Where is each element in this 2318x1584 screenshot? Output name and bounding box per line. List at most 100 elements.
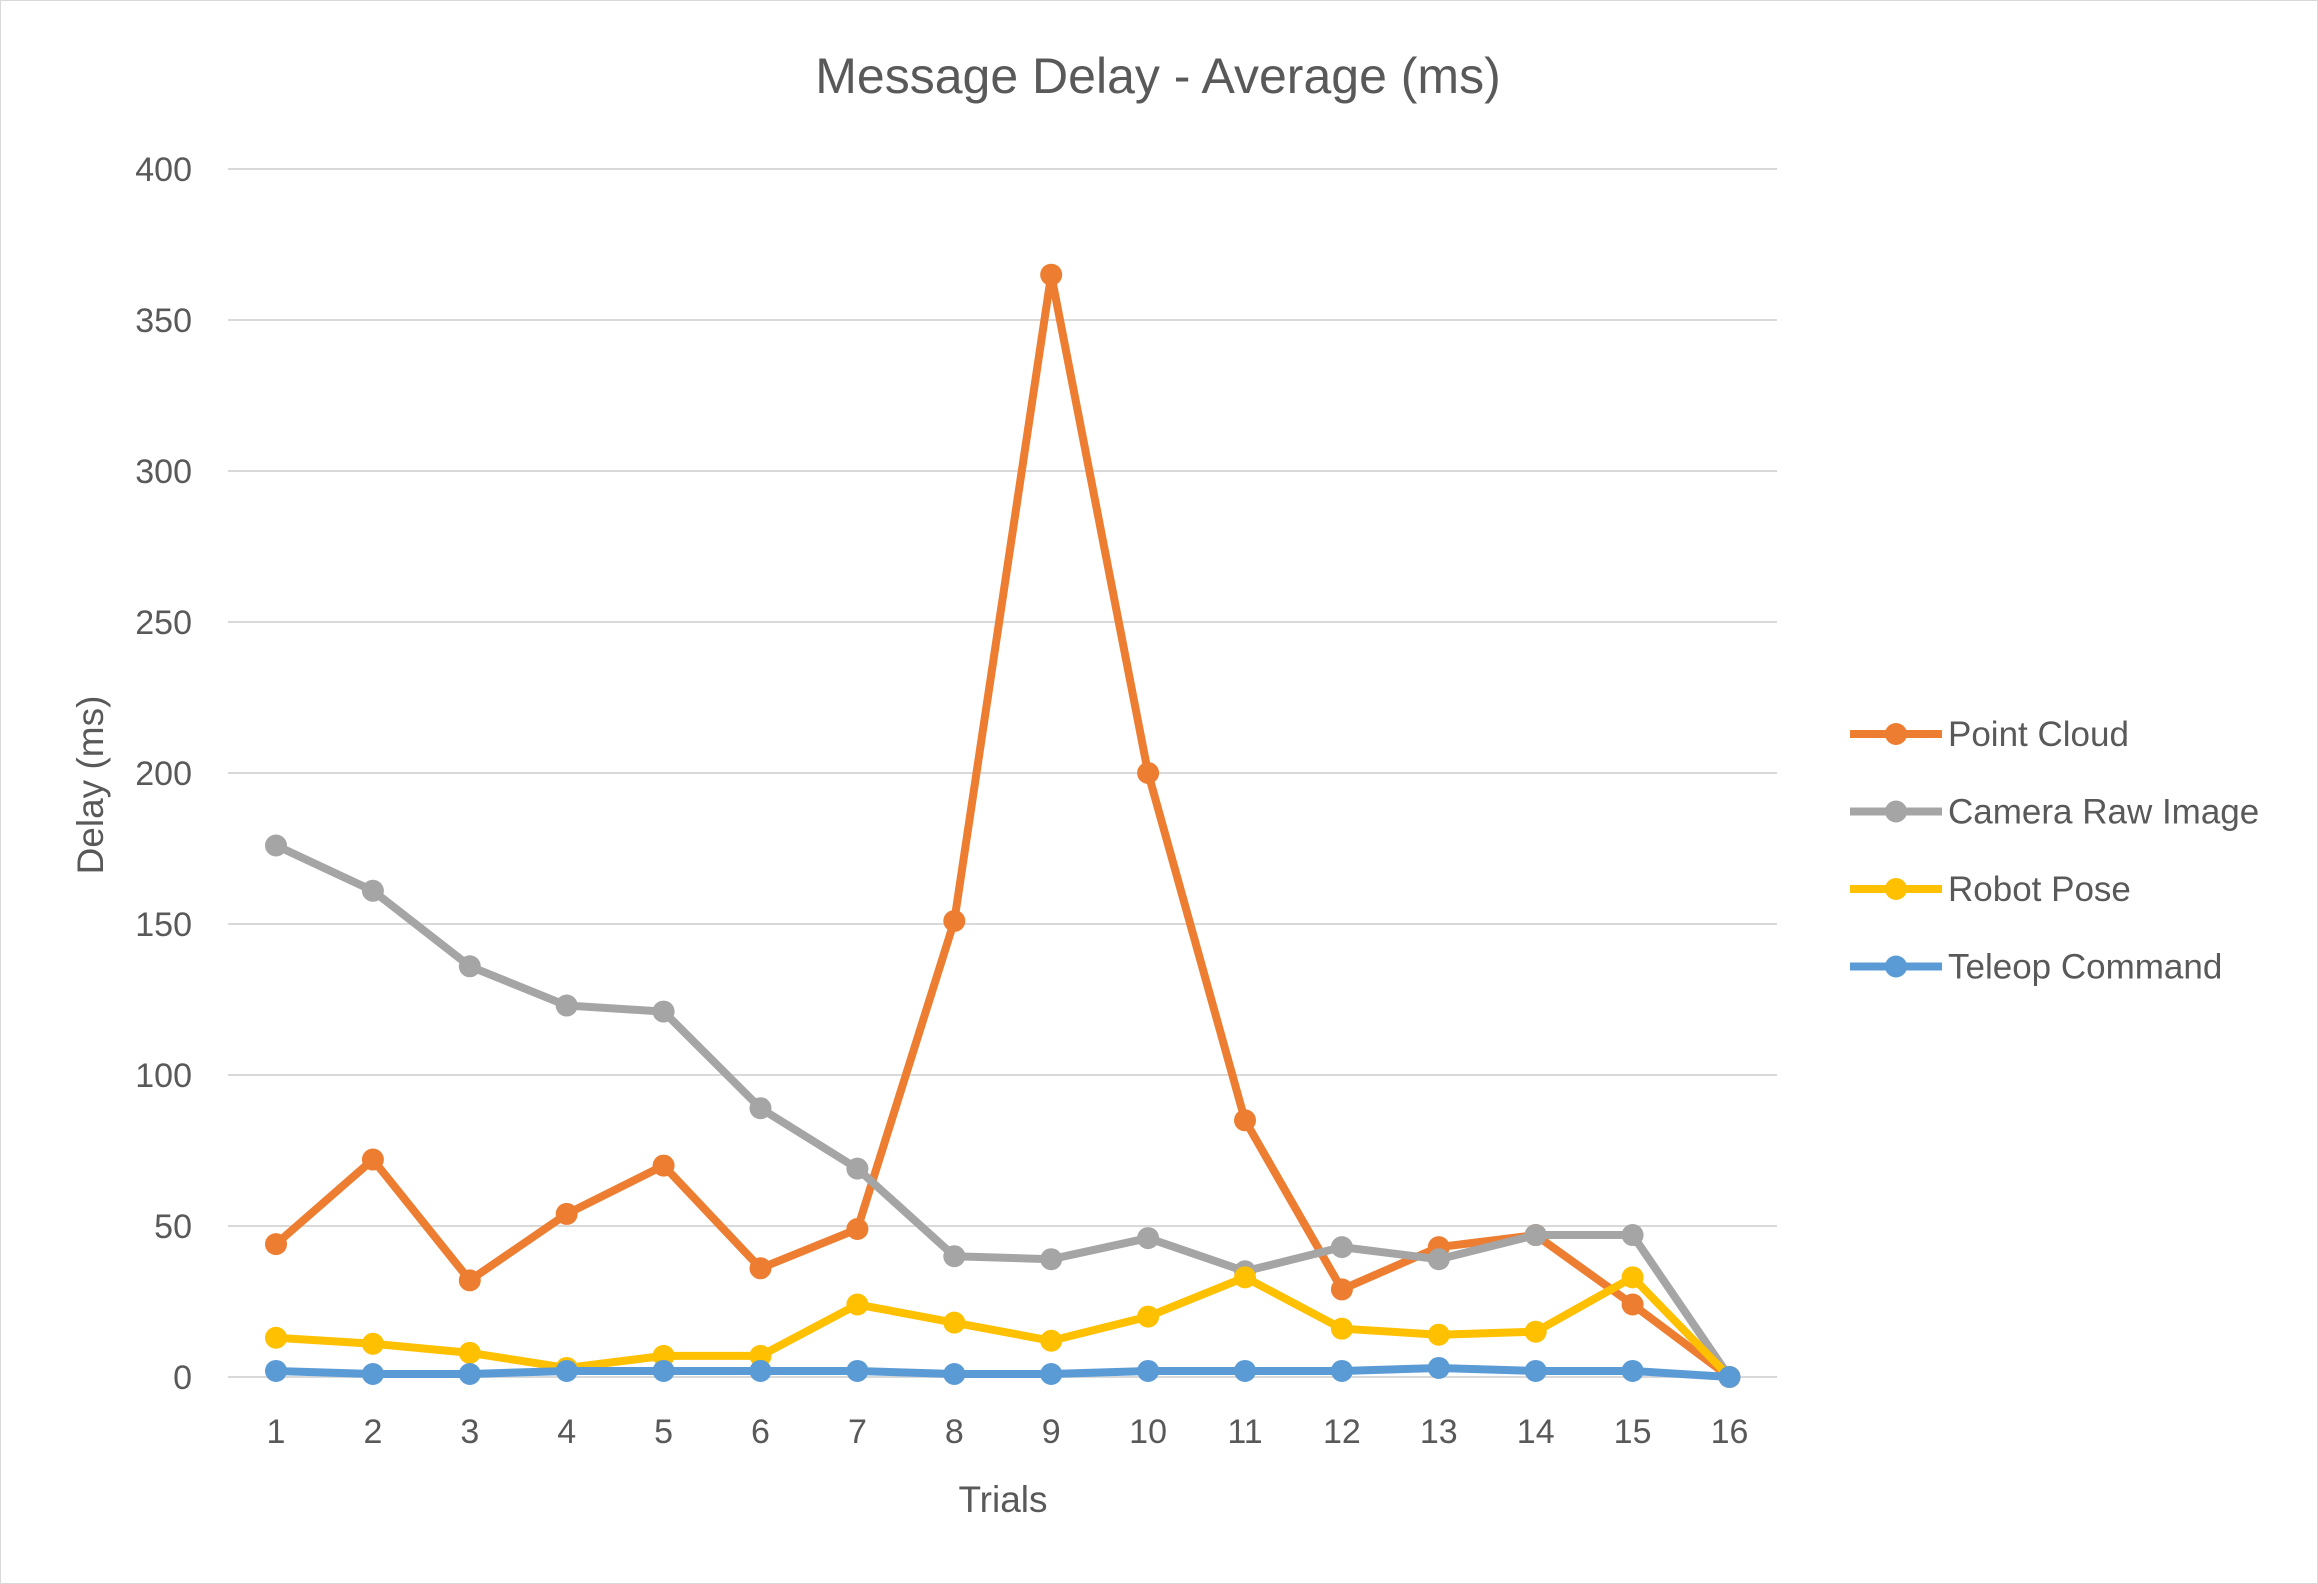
data-point-point-cloud bbox=[458, 1269, 481, 1292]
data-point-camera-raw-image bbox=[265, 834, 287, 857]
data-point-camera-raw-image bbox=[1137, 1227, 1160, 1250]
gridlines bbox=[228, 168, 1777, 1378]
data-point-point-cloud bbox=[1234, 1109, 1256, 1132]
data-point-camera-raw-image bbox=[846, 1157, 869, 1180]
data-point-teleop-command bbox=[1427, 1356, 1450, 1379]
series-point-cloud bbox=[265, 263, 1741, 1388]
y-tick-label: 400 bbox=[135, 151, 192, 189]
series-layer bbox=[265, 263, 1741, 1388]
data-point-teleop-command bbox=[1137, 1359, 1160, 1382]
data-point-camera-raw-image bbox=[652, 1000, 675, 1023]
data-point-point-cloud bbox=[1330, 1278, 1353, 1301]
data-point-camera-raw-image bbox=[1524, 1224, 1547, 1247]
data-point-teleop-command bbox=[1234, 1359, 1256, 1382]
legend-label: Robot Pose bbox=[1948, 870, 2131, 909]
x-tick-label: 8 bbox=[945, 1413, 964, 1451]
x-tick-label: 15 bbox=[1614, 1413, 1652, 1451]
y-tick-label: 150 bbox=[135, 906, 192, 944]
data-point-point-cloud bbox=[1040, 263, 1063, 286]
data-point-robot-pose bbox=[1330, 1317, 1353, 1340]
data-point-robot-pose bbox=[943, 1311, 966, 1334]
data-point-teleop-command bbox=[846, 1359, 869, 1382]
data-point-teleop-command bbox=[749, 1359, 772, 1382]
data-point-point-cloud bbox=[1621, 1293, 1644, 1316]
data-point-teleop-command bbox=[943, 1362, 966, 1385]
data-point-camera-raw-image bbox=[1040, 1248, 1063, 1271]
legend-swatch-marker bbox=[1885, 723, 1907, 745]
data-point-robot-pose bbox=[265, 1326, 287, 1349]
data-point-teleop-command bbox=[1718, 1366, 1741, 1388]
data-point-robot-pose bbox=[749, 1344, 772, 1367]
data-point-teleop-command bbox=[458, 1362, 481, 1385]
y-axis-label: Delay (ms) bbox=[70, 696, 111, 875]
x-tick-label: 13 bbox=[1420, 1413, 1458, 1451]
data-point-camera-raw-image bbox=[555, 994, 578, 1017]
data-point-point-cloud bbox=[846, 1218, 869, 1241]
data-point-teleop-command bbox=[1330, 1359, 1353, 1382]
data-point-camera-raw-image bbox=[1330, 1236, 1353, 1259]
legend-item-robot-pose: Robot Pose bbox=[1850, 870, 2131, 909]
x-axis-label: Trials bbox=[958, 1479, 1047, 1520]
data-point-point-cloud bbox=[265, 1233, 287, 1256]
legend-swatch-marker bbox=[1885, 955, 1907, 978]
data-point-robot-pose bbox=[458, 1341, 481, 1364]
data-point-point-cloud bbox=[943, 909, 966, 932]
data-point-robot-pose bbox=[846, 1293, 869, 1316]
data-point-teleop-command bbox=[1621, 1359, 1644, 1382]
data-point-robot-pose bbox=[1524, 1320, 1547, 1343]
x-axis-ticks: 1 2 3 4 5 6 7 8 9 10 11 12 13 14 15 16 bbox=[267, 1413, 1749, 1451]
x-tick-label: 9 bbox=[1042, 1413, 1061, 1451]
x-tick-label: 14 bbox=[1517, 1413, 1555, 1451]
x-tick-label: 4 bbox=[557, 1413, 576, 1451]
legend-item-teleop-command: Teleop Command bbox=[1850, 948, 2222, 987]
legend-label: Teleop Command bbox=[1948, 948, 2222, 987]
data-point-point-cloud bbox=[652, 1154, 675, 1177]
y-tick-label: 50 bbox=[154, 1208, 192, 1246]
chart-title: Message Delay - Average (ms) bbox=[815, 48, 1500, 104]
y-tick-label: 100 bbox=[135, 1057, 192, 1095]
y-tick-label: 300 bbox=[135, 453, 192, 491]
y-axis-ticks: 0 50 100 150 200 250 300 350 400 bbox=[135, 151, 192, 1397]
data-point-robot-pose bbox=[1137, 1305, 1160, 1328]
legend-label: Point Cloud bbox=[1948, 715, 2129, 754]
x-tick-label: 7 bbox=[848, 1413, 867, 1451]
legend-item-camera-raw-image: Camera Raw Image bbox=[1850, 793, 2259, 832]
x-tick-label: 11 bbox=[1227, 1413, 1262, 1451]
data-point-camera-raw-image bbox=[943, 1245, 966, 1268]
data-point-camera-raw-image bbox=[749, 1097, 772, 1120]
x-tick-label: 5 bbox=[654, 1413, 673, 1451]
series-teleop-command bbox=[265, 1356, 1741, 1388]
data-point-teleop-command bbox=[652, 1359, 675, 1382]
data-point-robot-pose bbox=[652, 1344, 675, 1367]
data-point-point-cloud bbox=[555, 1202, 578, 1225]
data-point-teleop-command bbox=[361, 1362, 384, 1385]
x-tick-label: 3 bbox=[460, 1413, 479, 1451]
data-point-robot-pose bbox=[1234, 1266, 1256, 1289]
legend-swatch-marker bbox=[1885, 800, 1907, 823]
data-point-robot-pose bbox=[361, 1332, 384, 1355]
series-line-point-cloud bbox=[272, 270, 1734, 1381]
x-tick-label: 10 bbox=[1129, 1413, 1167, 1451]
data-point-robot-pose bbox=[1040, 1329, 1063, 1352]
data-point-camera-raw-image bbox=[1621, 1224, 1644, 1247]
legend: Point Cloud Camera Raw Image Robot Pose Tel… bbox=[1850, 715, 2259, 987]
data-point-teleop-command bbox=[555, 1359, 578, 1382]
data-point-teleop-command bbox=[265, 1359, 287, 1382]
data-point-camera-raw-image bbox=[1427, 1248, 1450, 1271]
data-point-point-cloud bbox=[361, 1148, 384, 1171]
series-line-robot-pose bbox=[272, 1273, 1734, 1381]
x-tick-label: 1 bbox=[267, 1413, 286, 1451]
y-tick-label: 350 bbox=[135, 302, 192, 340]
data-point-point-cloud bbox=[1137, 762, 1160, 784]
y-tick-label: 250 bbox=[135, 604, 192, 642]
y-tick-label: 200 bbox=[135, 755, 192, 793]
series-line-teleop-command bbox=[272, 1363, 1734, 1381]
data-point-camera-raw-image bbox=[361, 879, 384, 902]
series-line-camera-raw-image bbox=[272, 841, 1734, 1381]
data-point-robot-pose bbox=[1427, 1323, 1450, 1346]
data-point-point-cloud bbox=[749, 1257, 772, 1280]
series-camera-raw-image bbox=[265, 834, 1741, 1388]
legend-item-point-cloud: Point Cloud bbox=[1850, 715, 2129, 754]
x-tick-label: 12 bbox=[1323, 1413, 1361, 1451]
